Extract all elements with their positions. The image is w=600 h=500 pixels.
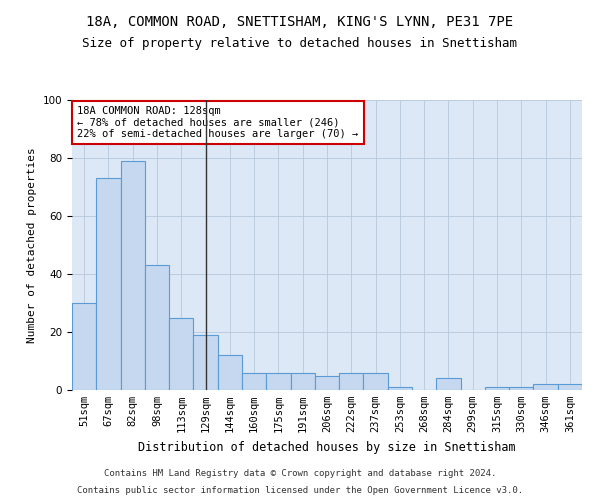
Bar bbox=[485, 387, 509, 390]
Text: 18A, COMMON ROAD, SNETTISHAM, KING'S LYNN, PE31 7PE: 18A, COMMON ROAD, SNETTISHAM, KING'S LYN… bbox=[86, 15, 514, 29]
Y-axis label: Number of detached properties: Number of detached properties bbox=[27, 147, 37, 343]
Text: Size of property relative to detached houses in Snettisham: Size of property relative to detached ho… bbox=[83, 38, 517, 51]
Bar bbox=[121, 161, 145, 390]
Bar bbox=[193, 335, 218, 390]
Bar bbox=[290, 372, 315, 390]
Bar bbox=[145, 266, 169, 390]
Bar bbox=[436, 378, 461, 390]
Bar bbox=[558, 384, 582, 390]
Bar bbox=[242, 372, 266, 390]
Text: Contains public sector information licensed under the Open Government Licence v3: Contains public sector information licen… bbox=[77, 486, 523, 495]
Bar bbox=[169, 318, 193, 390]
Bar bbox=[388, 387, 412, 390]
Bar bbox=[533, 384, 558, 390]
Text: 18A COMMON ROAD: 128sqm
← 78% of detached houses are smaller (246)
22% of semi-d: 18A COMMON ROAD: 128sqm ← 78% of detache… bbox=[77, 106, 358, 139]
Bar bbox=[72, 303, 96, 390]
Text: Contains HM Land Registry data © Crown copyright and database right 2024.: Contains HM Land Registry data © Crown c… bbox=[104, 468, 496, 477]
Bar bbox=[364, 372, 388, 390]
Bar bbox=[96, 178, 121, 390]
X-axis label: Distribution of detached houses by size in Snettisham: Distribution of detached houses by size … bbox=[138, 440, 516, 454]
Bar bbox=[509, 387, 533, 390]
Bar bbox=[315, 376, 339, 390]
Bar bbox=[339, 372, 364, 390]
Bar bbox=[218, 355, 242, 390]
Bar bbox=[266, 372, 290, 390]
